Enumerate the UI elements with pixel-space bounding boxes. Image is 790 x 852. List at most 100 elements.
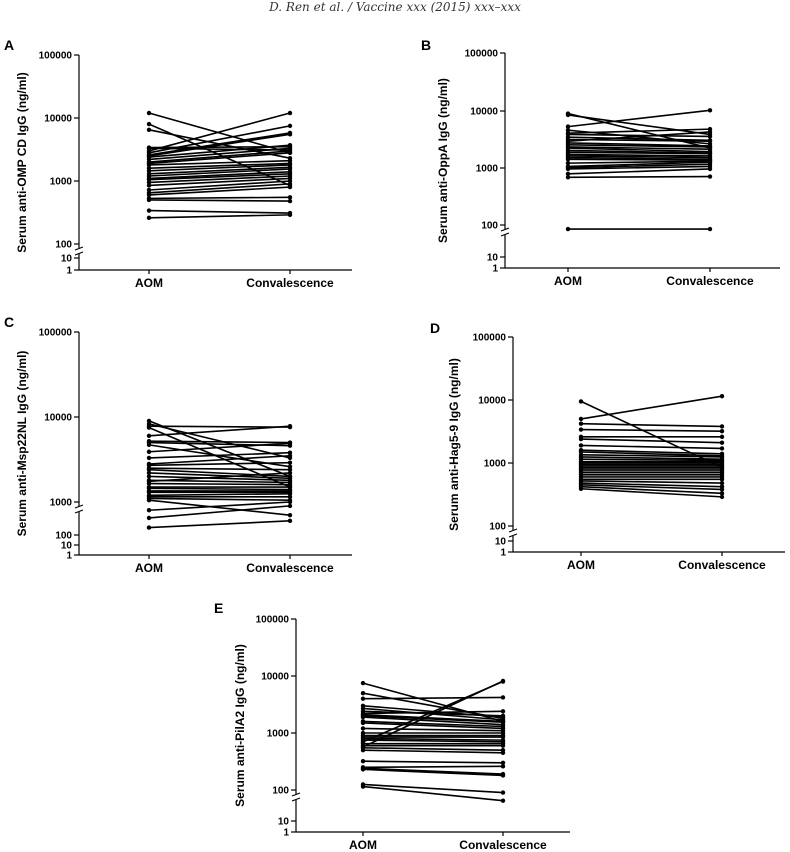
subject-line <box>148 209 291 214</box>
data-point-convalescence <box>707 134 713 139</box>
subject-line <box>567 149 711 154</box>
data-point-aom <box>146 455 152 461</box>
data-point-aom <box>565 112 571 118</box>
data-point-aom <box>146 497 152 503</box>
data-point-convalescence <box>287 460 293 465</box>
data-point-convalescence <box>287 512 293 518</box>
subject-line <box>148 497 291 501</box>
y-tick-label: 100000 <box>39 51 73 62</box>
data-point-aom <box>360 714 366 720</box>
data-point-convalescence <box>287 132 293 137</box>
running-header: D. Ren et al. / Vaccine xxx (2015) xxx–x… <box>269 0 521 14</box>
data-point-aom <box>146 127 152 132</box>
axis-break-mark <box>508 528 518 533</box>
subject-line <box>580 456 723 460</box>
subject-line <box>580 482 723 488</box>
y-tick-label: 10000 <box>44 114 72 125</box>
axis-break-mark <box>74 251 84 256</box>
y-tick-label: 1000 <box>50 498 73 509</box>
y-axis-label: Serum anti-PilA2 IgG (ng/ml) <box>233 644 247 807</box>
data-point-convalescence <box>707 138 713 144</box>
y-tick-label: 100000 <box>465 49 499 60</box>
subject-line <box>362 727 504 732</box>
subject-line <box>148 196 291 200</box>
panel-c: C Serum anti-Msp22NL IgG (ng/ml) 100000 100… <box>4 314 352 575</box>
subject-line <box>567 175 711 179</box>
subject-line <box>148 440 291 444</box>
subject-line <box>148 505 291 519</box>
subject-line <box>362 722 504 730</box>
y-axis-label: Serum anti-Msp22NL IgG (ng/ml) <box>15 351 29 537</box>
data-point-aom <box>565 171 571 177</box>
data-point-convalescence <box>719 428 725 434</box>
data-point-convalescence <box>287 150 293 156</box>
x-tick-label-aom: AOM <box>554 274 582 288</box>
subject-line <box>567 155 711 159</box>
subject-line <box>148 472 291 483</box>
data-point-convalescence <box>719 487 725 492</box>
data-point-convalescence <box>287 423 293 429</box>
y-tick-label: 10 <box>487 253 499 264</box>
data-point-convalescence <box>719 494 725 500</box>
data-point-convalescence <box>707 226 713 232</box>
data-point-aom <box>146 215 152 221</box>
subject-line <box>148 166 291 175</box>
y-tick-label: 10000 <box>478 396 506 407</box>
subject-line <box>580 458 723 462</box>
data-point-convalescence <box>707 174 713 179</box>
subject-line <box>148 177 291 187</box>
subject-line <box>148 499 291 516</box>
data-point-convalescence <box>500 713 506 719</box>
subject-line <box>362 783 504 794</box>
data-point-convalescence <box>500 764 506 769</box>
subject-line <box>148 159 291 166</box>
x-tick-label-convalescence: Convalescence <box>459 838 547 852</box>
data-point-aom <box>578 436 584 442</box>
y-tick-label: 1 <box>500 548 506 559</box>
subject-line <box>362 749 504 754</box>
subject-line <box>567 128 711 134</box>
subject-line <box>148 442 291 453</box>
subject-line <box>567 136 711 142</box>
data-point-convalescence <box>287 499 293 505</box>
data-point-aom <box>565 160 571 166</box>
y-axis-label: Serum anti-OppA IgG (ng/ml) <box>436 78 450 243</box>
data-point-aom <box>146 467 152 472</box>
data-point-aom <box>565 124 571 129</box>
data-point-convalescence <box>500 798 506 803</box>
subject-line <box>148 461 291 467</box>
subject-line <box>148 162 291 169</box>
subject-line <box>148 180 291 191</box>
subject-line <box>567 114 711 136</box>
subject-line <box>362 767 504 775</box>
panel-letter-a: A <box>4 37 14 53</box>
data-point-aom <box>565 166 571 172</box>
y-tick-label: 100 <box>481 221 498 232</box>
panel-letter-e: E <box>214 600 223 616</box>
data-point-aom <box>146 121 152 127</box>
y-tick-label: 10 <box>278 817 290 828</box>
subject-line <box>567 165 711 170</box>
data-point-aom <box>360 747 366 753</box>
x-tick-label-convalescence: Convalescence <box>678 558 766 572</box>
y-tick-label: 10 <box>495 537 507 548</box>
y-tick-label: 10 <box>61 541 73 552</box>
y-tick-label: 10000 <box>44 413 72 424</box>
data-point-convalescence <box>287 181 293 187</box>
subject-line <box>580 480 723 484</box>
subject-line <box>148 425 291 437</box>
data-point-convalescence <box>287 491 293 496</box>
subject-line <box>148 183 291 194</box>
data-point-aom <box>146 525 152 530</box>
subject-line <box>148 112 291 152</box>
data-point-convalescence <box>287 195 293 200</box>
data-point-aom <box>565 175 571 180</box>
x-tick-label-aom: AOM <box>567 558 595 572</box>
panel-a: A Serum anti-OMP CD IgG (ng/ml) 100000 1000… <box>4 37 352 290</box>
subject-line <box>580 444 723 450</box>
subject-line <box>567 153 711 157</box>
axis-break-mark <box>508 533 518 538</box>
y-axis-label: Serum anti-OMP CD IgG (ng/ml) <box>15 72 29 252</box>
data-point-convalescence <box>287 184 293 190</box>
